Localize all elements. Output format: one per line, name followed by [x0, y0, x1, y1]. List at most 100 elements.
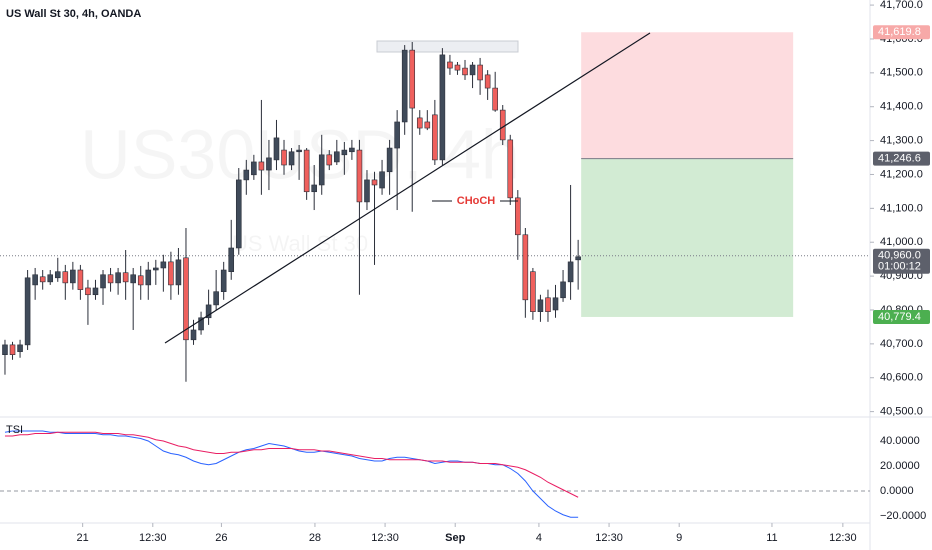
y-tick-label: 40,700.0	[880, 338, 923, 350]
candle-body	[145, 269, 152, 286]
candle-body	[220, 269, 227, 292]
x-tick-label: 11	[766, 532, 777, 544]
candle-body	[273, 137, 280, 161]
candle-body	[228, 247, 235, 272]
y-tick-label: 40,600.0	[880, 372, 923, 384]
candle-body	[311, 184, 317, 193]
candle-body	[349, 147, 355, 153]
candle-body	[522, 234, 529, 301]
y-tick-label: 41,700.0	[880, 0, 923, 11]
candle-body	[160, 261, 167, 269]
candle-body	[356, 149, 363, 203]
candle-body	[454, 64, 461, 71]
target-zone	[581, 158, 794, 317]
stop-zone	[581, 32, 794, 159]
candle-body	[258, 161, 265, 171]
candle-body	[545, 297, 551, 312]
candle-body	[235, 179, 242, 249]
candle-body	[107, 274, 114, 284]
choch-label: CHoCH	[457, 195, 496, 207]
candle-body	[251, 161, 257, 176]
entry-tag: 41,246.6	[878, 153, 921, 165]
candle-body	[432, 114, 438, 161]
watermark-sub: US Wall St 30	[232, 231, 368, 256]
candle-body	[326, 154, 333, 166]
x-tick-label: Sep	[445, 532, 465, 544]
x-tick-label: 28	[309, 532, 321, 544]
candle-body	[243, 169, 250, 181]
candle-body	[462, 67, 468, 76]
candle-body	[424, 121, 431, 129]
candle-body	[507, 139, 514, 199]
y-tick-label: 20.0000	[880, 460, 920, 472]
y-tick-label: −20.0000	[880, 510, 926, 522]
countdown: 01:00:12	[878, 261, 921, 273]
candle-body	[575, 256, 581, 261]
candle-body	[386, 147, 393, 173]
candle-body	[77, 269, 84, 290]
candle-body	[447, 61, 453, 69]
last-price-tag: 40,960.0	[878, 250, 921, 262]
candle-body	[499, 109, 506, 141]
x-tick-label: 12:30	[595, 532, 623, 544]
candle-body	[537, 299, 544, 312]
candle-body	[288, 151, 295, 166]
candle-body	[168, 261, 174, 286]
stop-tag: 41,619.8	[878, 26, 921, 38]
candle-body	[567, 261, 574, 283]
indicator-line	[4, 431, 579, 498]
candle-body	[281, 149, 287, 166]
stop-tag-bg	[873, 25, 930, 40]
candle-body	[394, 121, 400, 149]
candle-body	[115, 272, 121, 284]
y-tick-label: 41,300.0	[880, 134, 923, 146]
candle-body	[552, 297, 559, 311]
x-tick-label: 26	[215, 532, 227, 544]
y-tick-label: 41,000.0	[880, 236, 923, 248]
y-tick-label: 41,400.0	[880, 101, 923, 113]
candle-body	[198, 317, 204, 331]
x-tick-label: 9	[676, 532, 682, 544]
candle-body	[62, 271, 69, 284]
candle-body	[9, 344, 16, 355]
y-tick-label: 41,500.0	[880, 67, 923, 79]
candle-body	[371, 179, 378, 186]
indicator-title: TSI	[6, 424, 23, 436]
candle-body	[190, 329, 197, 341]
candle-body	[515, 197, 521, 236]
candle-body	[530, 271, 536, 312]
candle-body	[303, 149, 310, 193]
x-tick-label: 12:30	[139, 532, 167, 544]
candle-body	[32, 274, 38, 286]
candle-body	[560, 281, 566, 299]
y-tick-label: 0.0000	[880, 485, 914, 497]
candle-body	[54, 271, 61, 279]
y-tick-label: 41,100.0	[880, 202, 923, 214]
candle-body	[175, 259, 182, 286]
candle-body	[39, 276, 46, 283]
x-tick-label: 21	[77, 532, 89, 544]
candle-body	[477, 64, 483, 81]
candle-body	[137, 275, 144, 286]
candle-body	[17, 344, 23, 352]
indicator-line	[4, 430, 579, 518]
candle-body	[24, 277, 31, 346]
candle-body	[213, 291, 219, 306]
position-box	[581, 32, 794, 317]
candle-body	[2, 344, 8, 355]
target-tag-bg	[873, 309, 930, 324]
y-tick-label: 40,500.0	[880, 406, 923, 418]
x-tick-label: 12:30	[829, 532, 857, 544]
candle-body	[409, 49, 416, 109]
candle-body	[70, 269, 76, 284]
y-tick-label: 40.0000	[880, 435, 920, 447]
chart-title: US Wall St 30, 4h, OANDA	[6, 8, 141, 20]
candle-body	[379, 171, 385, 189]
candle-body	[205, 304, 212, 319]
candle-body	[341, 149, 348, 156]
candle-body	[401, 49, 408, 123]
candle-body	[47, 274, 54, 283]
candle-body	[492, 87, 498, 111]
